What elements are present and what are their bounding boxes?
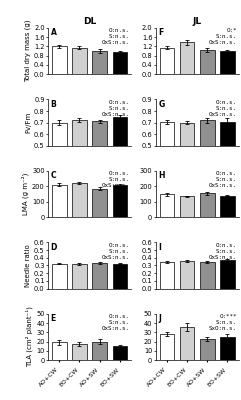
Text: O:n.s.
S:n.s.
OxS:n.s.: O:n.s. S:n.s. OxS:n.s. — [209, 243, 237, 260]
Bar — [72, 264, 87, 288]
Bar — [180, 196, 194, 217]
Bar — [52, 46, 67, 74]
Text: H: H — [158, 172, 165, 180]
Bar — [72, 48, 87, 74]
Title: JL: JL — [193, 17, 202, 26]
Bar — [52, 122, 67, 203]
Bar — [160, 122, 174, 203]
Bar — [92, 121, 107, 203]
Bar — [180, 42, 194, 74]
Y-axis label: TLA (cm² plant⁻¹): TLA (cm² plant⁻¹) — [26, 306, 33, 367]
Bar — [180, 261, 194, 288]
Text: A: A — [51, 28, 57, 38]
Bar — [92, 342, 107, 360]
Bar — [113, 264, 127, 288]
Bar — [92, 51, 107, 74]
Text: O:n.s.
S:n.s.
OxS:n.s.: O:n.s. S:n.s. OxS:n.s. — [209, 100, 237, 117]
Text: O:n.s.
S:n.s.
OxS:n.s.: O:n.s. S:n.s. OxS:n.s. — [101, 314, 129, 331]
Bar — [200, 120, 214, 203]
Text: O:n.s.
S:n.s.
OxS:n.s.: O:n.s. S:n.s. OxS:n.s. — [101, 243, 129, 260]
Bar — [113, 117, 127, 203]
Title: DL: DL — [83, 17, 96, 26]
Bar — [92, 189, 107, 217]
Text: F: F — [158, 28, 164, 38]
Y-axis label: LMA (g m⁻²): LMA (g m⁻²) — [22, 173, 29, 215]
Bar — [200, 262, 214, 288]
Text: D: D — [51, 243, 57, 252]
Text: C: C — [51, 172, 56, 180]
Bar — [200, 193, 214, 217]
Bar — [72, 344, 87, 360]
Bar — [72, 183, 87, 217]
Text: O:n.s.
S:n.s.
OxS:n.s.: O:n.s. S:n.s. OxS:n.s. — [209, 172, 237, 188]
Y-axis label: Fv/Fm: Fv/Fm — [25, 112, 31, 133]
Text: O:n.s.
S:n.s.
OxS:n.s.: O:n.s. S:n.s. OxS:n.s. — [101, 100, 129, 117]
Text: I: I — [158, 243, 161, 252]
Text: J: J — [158, 314, 161, 323]
Bar — [92, 263, 107, 288]
Bar — [180, 122, 194, 203]
Bar — [52, 185, 67, 217]
Text: G: G — [158, 100, 165, 109]
Bar — [200, 50, 214, 74]
Bar — [220, 337, 235, 360]
Bar — [52, 264, 67, 288]
Text: O:*
S:n.s.
OxS:n.s.: O:* S:n.s. OxS:n.s. — [209, 28, 237, 46]
Bar — [113, 346, 127, 360]
Bar — [180, 327, 194, 360]
Text: B: B — [51, 100, 56, 109]
Bar — [200, 339, 214, 360]
Text: O:***
S:n.s.
SxO:n.s.: O:*** S:n.s. SxO:n.s. — [209, 314, 237, 331]
Bar — [160, 334, 174, 360]
Bar — [220, 196, 235, 217]
Y-axis label: Needle ratio: Needle ratio — [25, 244, 31, 287]
Bar — [160, 194, 174, 217]
Bar — [52, 342, 67, 360]
Bar — [220, 260, 235, 288]
Text: O:n.s.
S:n.s.
OxS:n.s.: O:n.s. S:n.s. OxS:n.s. — [101, 28, 129, 46]
Y-axis label: Total dry mass (g): Total dry mass (g) — [25, 20, 31, 82]
Bar — [220, 51, 235, 74]
Text: O:n.s.
S:n.s.
OxS:n.s.: O:n.s. S:n.s. OxS:n.s. — [101, 172, 129, 188]
Bar — [220, 122, 235, 203]
Bar — [72, 120, 87, 203]
Text: E: E — [51, 314, 56, 323]
Bar — [160, 48, 174, 74]
Bar — [113, 52, 127, 74]
Bar — [160, 262, 174, 288]
Bar — [113, 185, 127, 217]
